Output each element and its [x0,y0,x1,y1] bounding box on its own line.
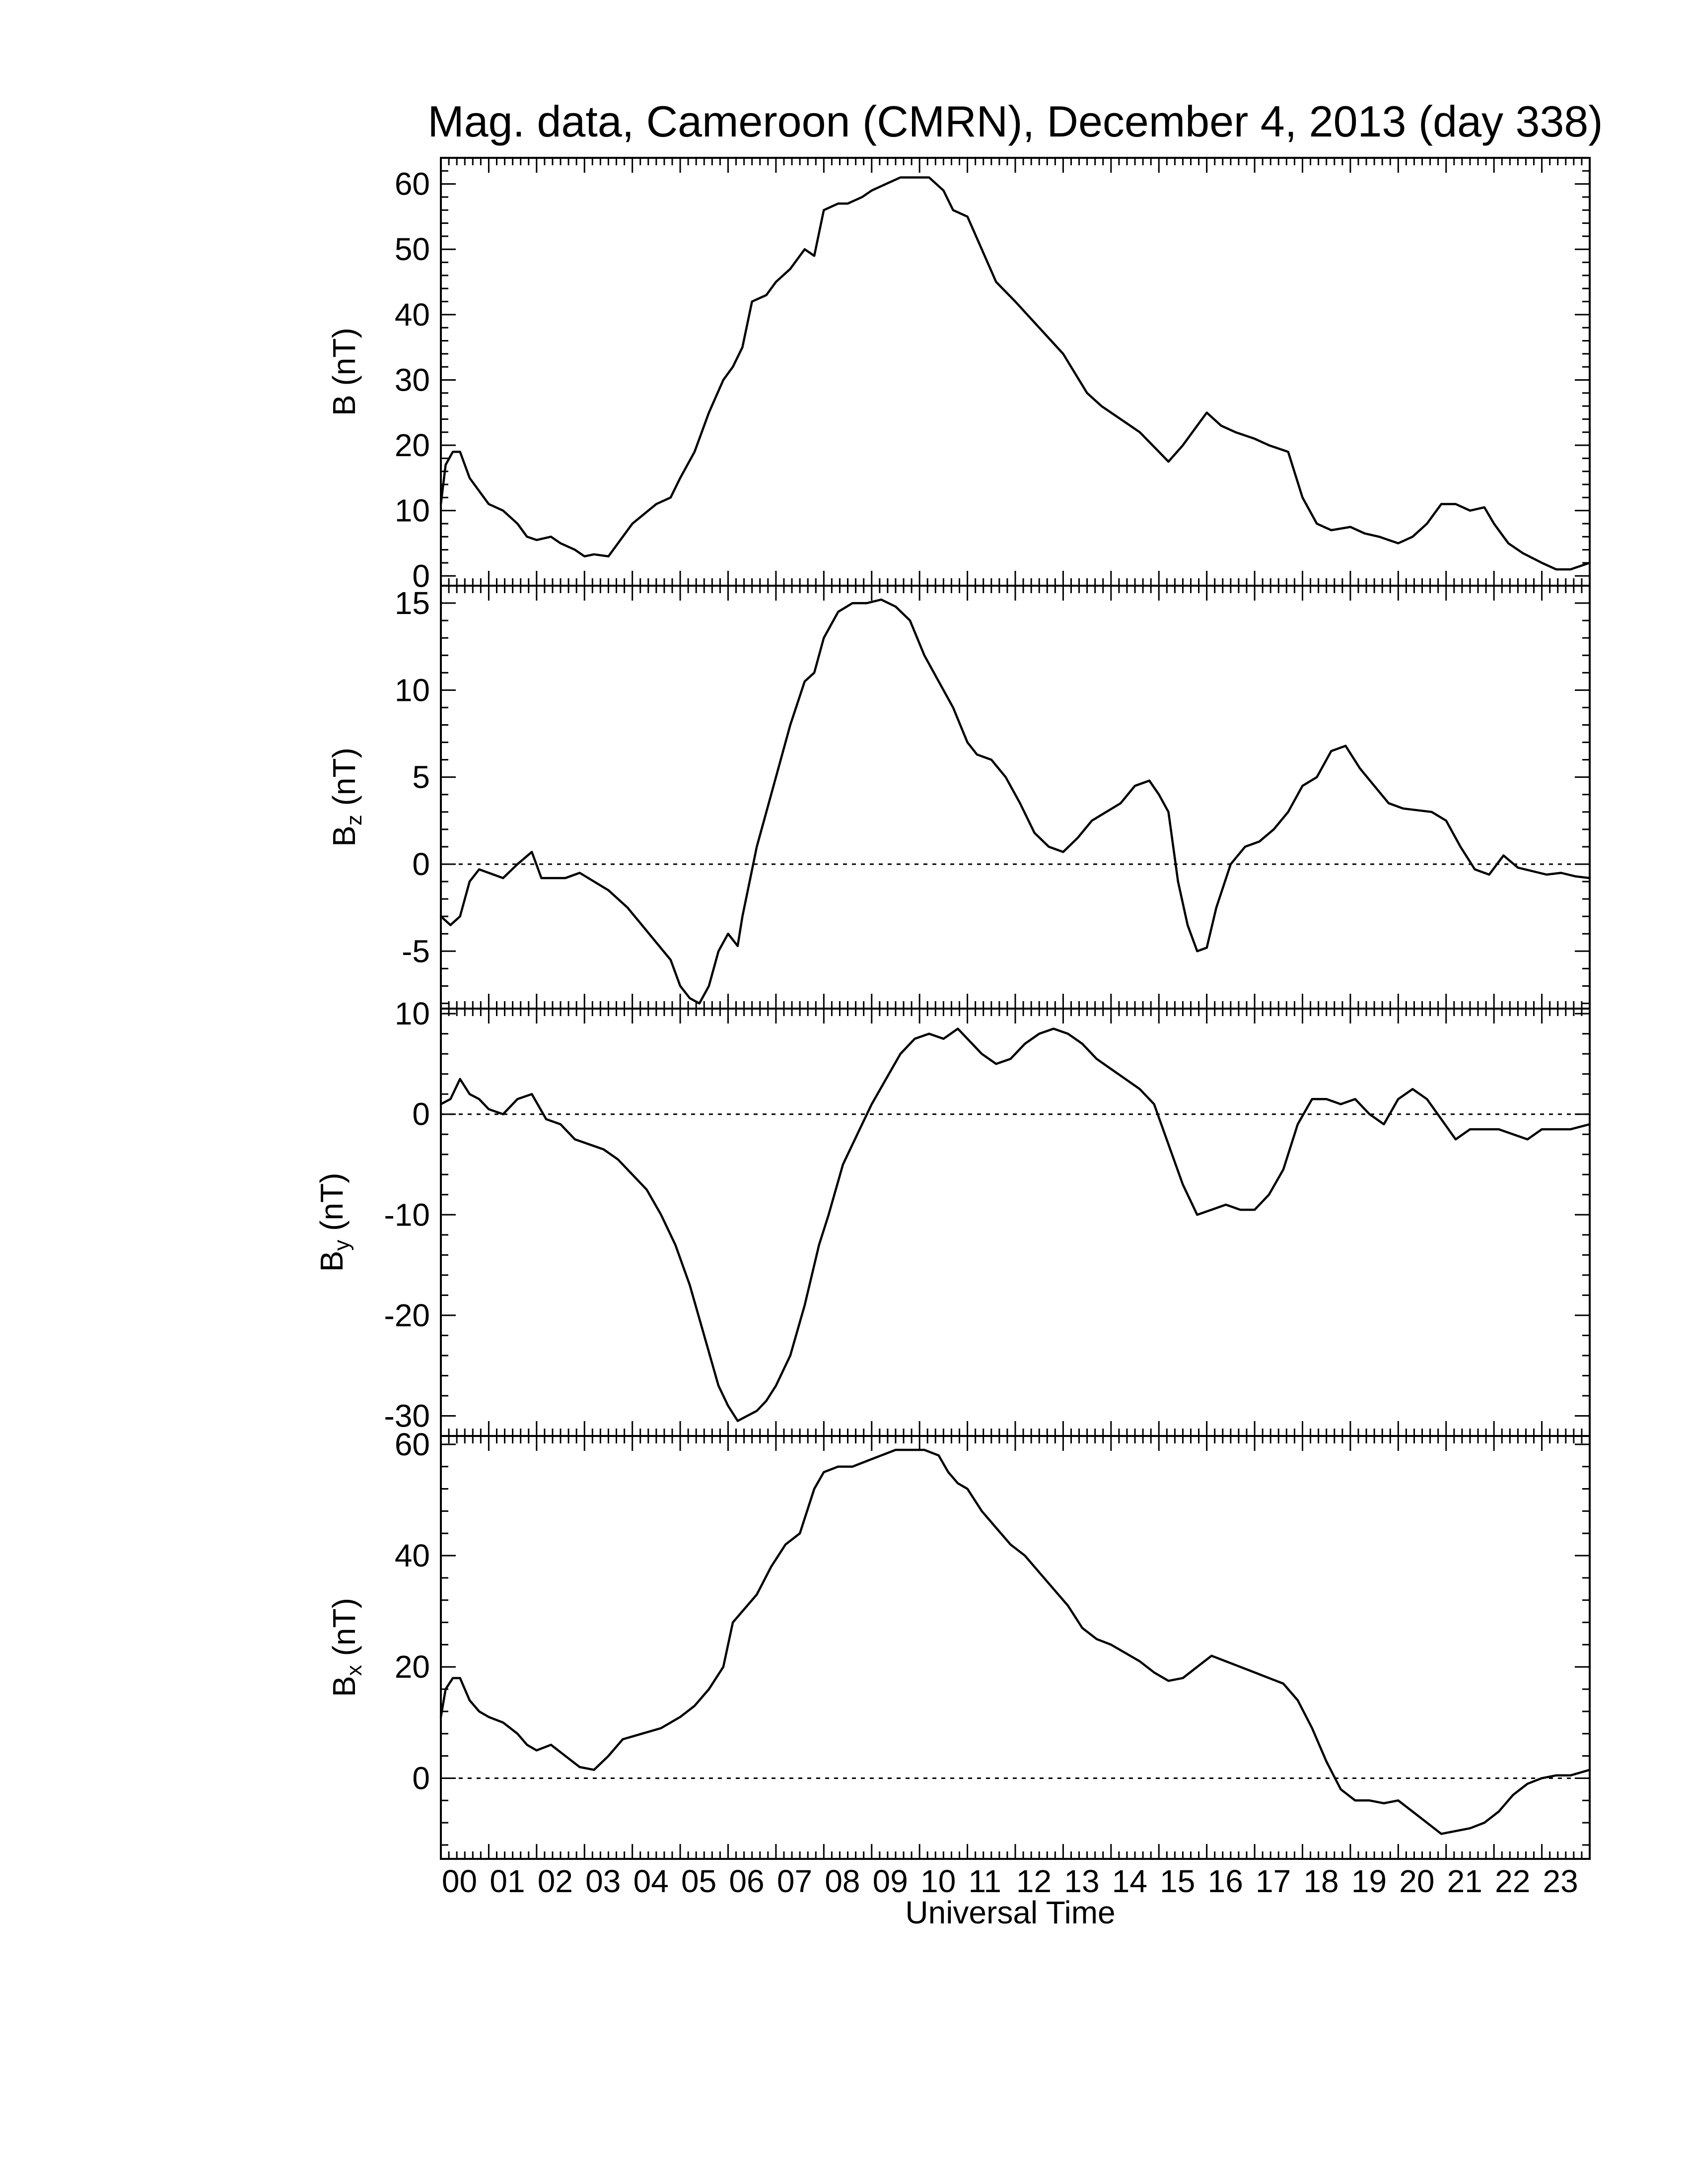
y-axis-label: Bz (nT) [326,748,366,847]
y-tick-label: 0 [412,846,430,882]
x-axis-tick-labels: 00 01 02 03 04 05 06 07 08 09 10 11 12 13 14 15 16 17 18 19… [442,1863,1578,1899]
series-line-bx [439,1448,1591,1835]
y-tick-label: 20 [395,1649,430,1685]
x-tick-label: 13 [1064,1863,1099,1899]
y-tick-label: 30 [395,362,430,398]
y-tick-label: 20 [395,427,430,463]
x-tick-label: 16 [1208,1863,1243,1899]
chart-title: Mag. data, Cameroon (CMRN), December 4, … [427,97,1603,146]
y-tick-label: 15 [395,585,430,621]
panel-b-total: 0 10 20 30 40 50 60 B (nT) [326,157,1591,594]
x-tick-label: 05 [681,1863,716,1899]
y-ticks: -30 -20 -10 0 10 [384,996,1590,1437]
x-ticks [440,586,1591,1009]
x-tick-label: 18 [1303,1863,1338,1899]
x-tick-label: 17 [1256,1863,1291,1899]
x-tick-label: 21 [1447,1863,1482,1899]
y-ticks: 0 20 40 60 [395,1427,1590,1846]
x-tick-label: 02 [538,1863,573,1899]
y-tick-label: 0 [412,1760,430,1796]
plot-frame [440,157,1591,587]
y-tick-label: -20 [384,1297,430,1333]
panel-by: -30 -20 -10 0 10 By (nT) [314,996,1591,1437]
y-tick-label: 50 [395,231,430,267]
x-tick-label: 00 [442,1863,477,1899]
x-tick-label: 09 [873,1863,908,1899]
x-tick-label: 14 [1112,1863,1147,1899]
panel-bz: -5 0 5 10 15 Bz (nT) [326,585,1591,1010]
y-tick-label: 5 [412,759,430,795]
y-tick-label: 10 [395,493,430,529]
y-tick-label: 40 [395,1538,430,1573]
x-tick-label: 19 [1351,1863,1387,1899]
y-tick-label: 0 [412,1096,430,1132]
y-tick-label: 40 [395,297,430,333]
plot-frame [440,1008,1591,1437]
y-tick-label: -10 [384,1197,430,1232]
series-line-b-total [439,176,1591,571]
x-tick-label: 20 [1399,1863,1434,1899]
x-ticks [440,1436,1591,1859]
x-tick-label: 15 [1160,1863,1195,1899]
series-line-bz [439,598,1591,1005]
x-tick-label: 22 [1495,1863,1530,1899]
x-tick-label: 06 [729,1863,764,1899]
x-axis-label: Universal Time [905,1895,1115,1930]
y-tick-label: 60 [395,1427,430,1462]
y-ticks: 0 10 20 30 40 50 60 [395,157,1590,594]
x-tick-label: 10 [920,1863,956,1899]
y-axis-label: Bx (nT) [326,1598,366,1697]
panel-bx: 0 20 40 60 Bx (nT) [326,1427,1591,1860]
y-tick-label: 10 [395,996,430,1031]
panels: 0 10 20 30 40 50 60 B (nT) -5 0 5 10 15 Bz (nT) -30 -20… [314,157,1591,1860]
x-tick-label: 12 [1016,1863,1052,1899]
series-line-by [439,1027,1591,1422]
y-axis-label: B (nT) [326,328,362,416]
y-tick-label: -5 [402,933,430,969]
x-tick-label: 01 [490,1863,525,1899]
y-tick-label: 0 [412,558,430,594]
plot-frame [440,585,1591,1010]
x-ticks [440,1009,1591,1436]
x-tick-label: 04 [633,1863,669,1899]
y-tick-label: -30 [384,1398,430,1433]
y-ticks: -5 0 5 10 15 [395,585,1590,1004]
y-tick-label: 10 [395,672,430,708]
x-ticks [440,158,1591,586]
plot-frame [440,1435,1591,1860]
x-tick-label: 03 [585,1863,621,1899]
y-axis-label: By (nT) [314,1173,354,1272]
x-tick-label: 08 [825,1863,860,1899]
y-tick-label: 60 [395,166,430,202]
x-tick-label: 23 [1543,1863,1578,1899]
x-tick-label: 07 [777,1863,812,1899]
x-tick-label: 11 [969,1863,1001,1899]
